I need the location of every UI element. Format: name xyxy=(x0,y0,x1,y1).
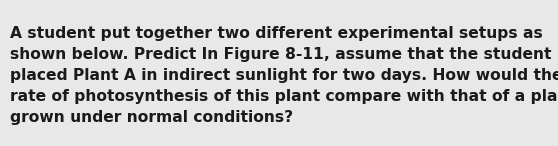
Text: A student put together two different experimental setups as
shown below. Predict: A student put together two different exp… xyxy=(10,26,558,125)
